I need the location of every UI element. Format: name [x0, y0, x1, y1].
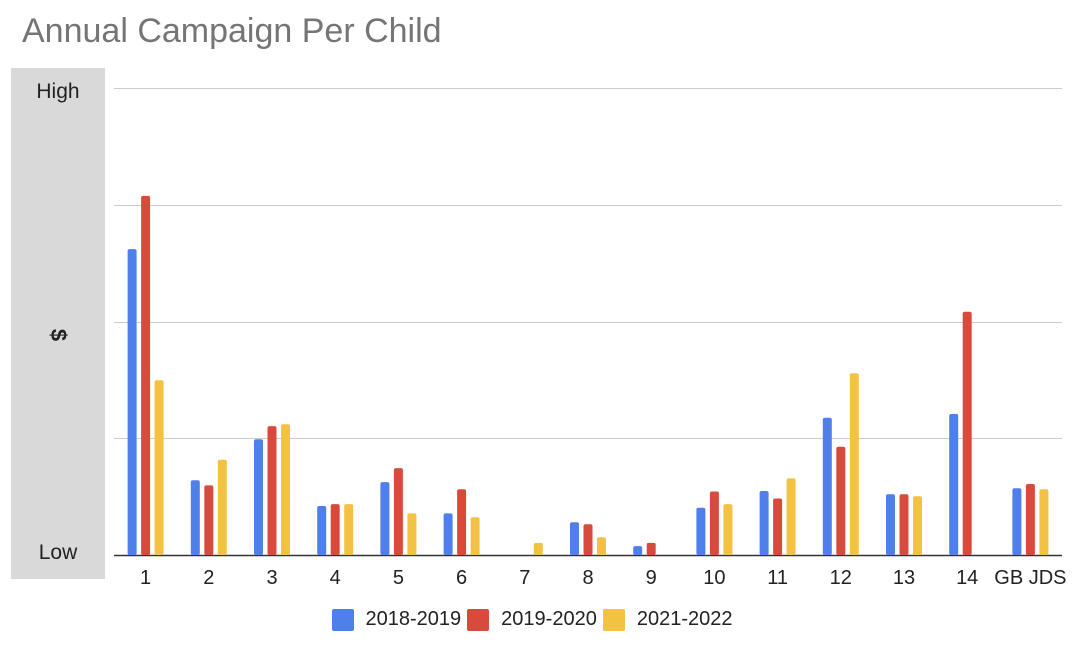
bar-2021-2022-11	[786, 478, 796, 555]
legend-item-2018-2019: 2018-2019	[331, 608, 462, 631]
bar-2019-2020-13	[899, 494, 909, 555]
legend-swatch-2019-2020	[467, 608, 490, 631]
bar-2019-2020-12	[836, 446, 846, 555]
bar-2021-2022-10	[723, 504, 733, 555]
bar-2021-2022-8	[597, 537, 606, 555]
bar-2019-2020-9	[646, 542, 656, 555]
y-axis-panel: High $ Low	[11, 68, 105, 579]
bar-2019-2020-1	[141, 195, 151, 555]
bar-2018-2019-13	[886, 494, 895, 555]
legend-swatch-2021-2022	[602, 608, 625, 631]
legend-label-2018-2019: 2018-2019	[365, 608, 462, 630]
x-tick-label: 7	[519, 567, 530, 589]
x-tick-label: 14	[956, 567, 978, 589]
x-tick-label: 12	[830, 567, 852, 589]
bar-2018-2019-12	[822, 417, 832, 555]
chart-legend: 2018-2019 2019-2020 2021-2022	[0, 608, 1084, 631]
bar-2018-2019-2	[190, 480, 200, 555]
x-tick-label: 11	[767, 567, 788, 589]
bar-2021-2022-2	[217, 459, 227, 555]
bar-2019-2020-6	[457, 489, 467, 555]
bar-2019-2020-5	[393, 468, 403, 555]
x-tick-label: 3	[266, 567, 277, 589]
x-tick-label: 2	[203, 567, 214, 589]
x-tick-label: 1	[140, 567, 151, 589]
x-tick-label: 13	[893, 567, 915, 589]
x-tick-label: 8	[582, 567, 593, 589]
bar-2019-2020-GB-JDS	[1025, 484, 1035, 555]
bar-chart-plot-area: 1 2 3 4 5 6 7 8 9 10 11 12 13 14 GB JDS	[114, 88, 1067, 589]
x-tick-label: 4	[330, 567, 341, 589]
chart-title: Annual Campaign Per Child	[22, 12, 442, 50]
bar-2018-2019-1	[127, 249, 137, 555]
legend-swatch-2018-2019	[331, 608, 354, 631]
bar-2019-2020-14	[962, 311, 972, 555]
bar-2018-2019-6	[443, 513, 453, 555]
bar-2019-2020-10	[709, 491, 719, 555]
bar-2021-2022-3	[281, 424, 290, 555]
x-tick-label: 6	[456, 567, 467, 589]
x-tick-label: 5	[393, 567, 404, 589]
bar-2021-2022-12	[849, 373, 859, 555]
bar-2018-2019-8	[570, 522, 579, 555]
legend-label-2019-2020: 2019-2020	[501, 608, 597, 630]
bar-2021-2022-13	[913, 496, 922, 555]
bar-2021-2022-1	[154, 380, 164, 555]
bar-2019-2020-8	[583, 524, 593, 555]
bar-2018-2019-5	[380, 482, 390, 555]
bar-2019-2020-2	[204, 485, 214, 555]
bar-2018-2019-3	[254, 439, 263, 555]
x-tick-label: GB JDS	[994, 567, 1066, 589]
bar-2021-2022-6	[470, 517, 480, 555]
bar-2018-2019-4	[317, 506, 327, 555]
y-tick-label-low: Low	[38, 541, 78, 564]
bar-2018-2019-9	[633, 546, 643, 555]
bar-2018-2019-10	[696, 507, 706, 555]
legend-item-2019-2020: 2019-2020	[467, 608, 597, 631]
x-tick-label: 10	[703, 567, 725, 589]
bar-2018-2019-11	[759, 491, 769, 555]
bar-2021-2022-GB-JDS	[1039, 489, 1049, 555]
bar-2018-2019-14	[949, 414, 959, 555]
legend-item-2021-2022: 2021-2022	[602, 608, 733, 631]
legend-label-2021-2022: 2021-2022	[636, 608, 733, 630]
x-tick-label: 9	[646, 567, 657, 589]
bar-2018-2019-GB-JDS	[1012, 488, 1022, 555]
bar-2019-2020-3	[267, 426, 277, 555]
bar-2021-2022-4	[344, 504, 354, 555]
y-tick-label-high: High	[36, 80, 80, 103]
bar-2021-2022-7	[533, 542, 543, 555]
bar-2019-2020-11	[773, 498, 783, 555]
bar-2021-2022-5	[407, 513, 417, 555]
bar-2019-2020-4	[330, 504, 340, 555]
